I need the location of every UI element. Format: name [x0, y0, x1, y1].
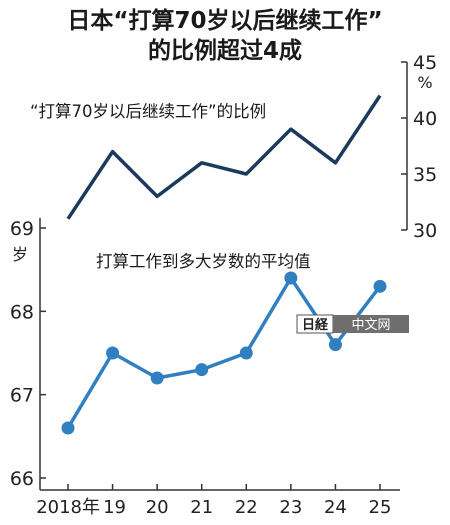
x-tick-label: 21 — [190, 497, 213, 518]
x-axis-ticks: 2018年 19 20 21 22 23 24 25 — [36, 484, 391, 518]
left-y-tick-label: 69 — [10, 218, 34, 240]
right-y-axis-unit: % — [417, 73, 432, 92]
right-y-tick-label: 40 — [413, 108, 437, 130]
right-y-tick-label: 45 — [413, 52, 437, 74]
bottom-series-marker — [106, 346, 120, 360]
x-tick-label: 22 — [235, 497, 258, 518]
left-y-tick-label: 68 — [10, 301, 34, 323]
bottom-series-marker — [195, 363, 209, 377]
watermark-label-box — [333, 315, 409, 333]
bottom-series-line — [66, 276, 382, 429]
right-y-tick-label: 30 — [413, 220, 437, 242]
x-tick-label: 24 — [324, 497, 347, 518]
watermark-logo: 日経 — [302, 317, 329, 333]
x-tick-label: 20 — [146, 497, 169, 518]
watermark: 日経 中文网 — [296, 314, 409, 334]
x-tick-label: 19 — [103, 497, 126, 518]
right-y-axis-ticks: 30 35 40 45 — [401, 52, 437, 242]
bottom-series-group — [61, 271, 387, 435]
watermark-label: 中文网 — [351, 318, 390, 333]
left-y-axis-unit: 岁 — [12, 245, 28, 264]
bottom-series-label: 打算工作到多大岁数的平均值 — [96, 252, 311, 271]
x-tick-label: 25 — [369, 497, 392, 518]
top-series-group — [66, 94, 382, 220]
top-series-line — [66, 94, 382, 220]
left-y-axis-ticks: 66 67 68 69 — [10, 218, 46, 490]
bottom-series-marker — [328, 338, 342, 352]
chart-title-line2: 的比例超过4成 — [148, 37, 302, 64]
x-tick-label: 23 — [279, 497, 302, 518]
bottom-series-marker — [61, 421, 75, 435]
bottom-series-marker — [239, 346, 253, 360]
right-y-tick-label: 35 — [413, 164, 437, 186]
left-y-tick-label: 66 — [10, 468, 34, 490]
bottom-series-marker — [150, 371, 164, 385]
bottom-series-marker — [373, 279, 387, 293]
bottom-series-marker — [284, 271, 298, 285]
top-series-label: “打算70岁以后继续工作”的比例 — [30, 102, 266, 121]
left-y-tick-label: 67 — [10, 385, 34, 407]
chart-title-line1: 日本“打算70岁以后继续工作” — [67, 7, 382, 34]
x-tick-label: 2018年 — [36, 497, 100, 518]
